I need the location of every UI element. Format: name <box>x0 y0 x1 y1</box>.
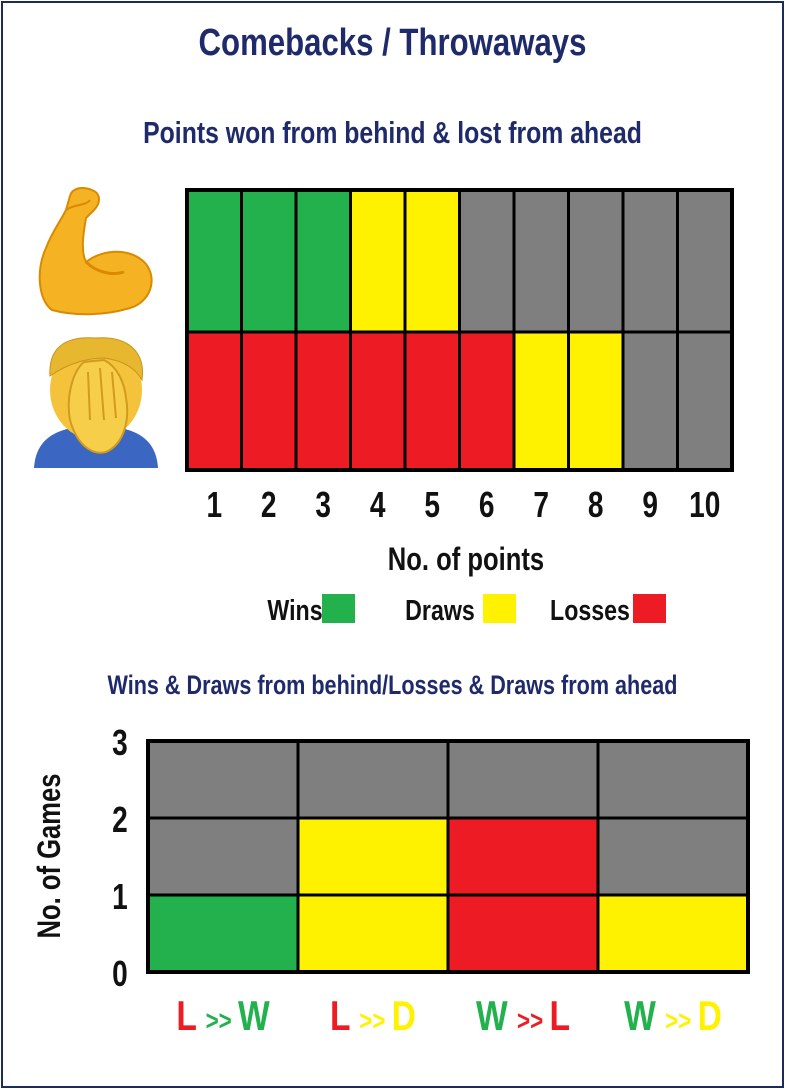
bar-3-cell-3 <box>446 739 600 820</box>
bar-3-cell-2 <box>446 816 600 897</box>
category-to-1: W <box>238 994 270 1040</box>
heatmap-cell-r2-c8 <box>567 330 625 472</box>
legend-label-loss: Losses <box>550 593 630 626</box>
legend-swatch-win <box>322 594 355 623</box>
heatmap-cell-r2-c9 <box>621 330 679 472</box>
category-to-2: D <box>392 994 416 1040</box>
x-tick-label-5: 5 <box>424 485 440 525</box>
x-category-label-1: L >> W <box>176 994 269 1040</box>
x-tick-label-7: 7 <box>533 485 549 525</box>
bar-chart-border <box>146 739 750 974</box>
bar-2-cell-1 <box>296 893 450 974</box>
heatmap-cell-r1-c7 <box>512 188 570 334</box>
x-tick-label-3: 3 <box>315 485 331 525</box>
bar-2-cell-2 <box>296 816 450 897</box>
heatmap-cell-r2-c1 <box>185 330 243 472</box>
category-arrow-3: >> <box>517 1006 549 1037</box>
x-tick-label-2: 2 <box>261 485 277 525</box>
x-category-label-4: W >> D <box>624 994 722 1040</box>
facepalm-icon <box>34 337 158 468</box>
bar-2-cell-3 <box>296 739 450 820</box>
heatmap-cell-r2-c4 <box>349 330 407 472</box>
heatmap-cell-r1-c3 <box>294 188 352 334</box>
heatmap-cell-r1-c4 <box>349 188 407 334</box>
x-tick-label-6: 6 <box>479 485 495 525</box>
x-category-label-3: W >> L <box>476 994 570 1040</box>
heatmap-cell-r1-c6 <box>458 188 516 334</box>
category-arrow-1: >> <box>206 1006 238 1037</box>
y-tick-label-3: 3 <box>112 723 128 763</box>
category-from-4: W <box>624 994 665 1040</box>
x-tick-label-1: 1 <box>206 485 222 525</box>
bar-4-cell-2 <box>596 816 750 897</box>
page-title: Comebacks / Throwaways <box>198 22 587 64</box>
heatmap-cell-r2-c5 <box>403 330 461 472</box>
legend-swatch-draw <box>483 594 516 623</box>
heatmap-cell-r2-c2 <box>240 330 298 472</box>
category-arrow-2: >> <box>359 1006 391 1037</box>
heatmap-x-axis-label: No. of points <box>388 542 544 577</box>
category-to-3: L <box>549 994 570 1040</box>
facepalm-hand <box>67 358 129 454</box>
x-category-label-2: L >> D <box>330 994 416 1040</box>
biceps-fist-line <box>65 199 91 211</box>
heatmap-border <box>185 188 734 472</box>
y-tick-label-1: 1 <box>112 877 128 917</box>
biceps-arm-shape <box>38 187 153 316</box>
heatmap-cell-r2-c10 <box>676 330 734 472</box>
heatmap-cell-r1-c2 <box>240 188 298 334</box>
bar-1-cell-2 <box>146 816 300 897</box>
bar-1-cell-1 <box>146 893 300 974</box>
heatmap-cell-r2-c3 <box>294 330 352 472</box>
bar-chart-title: Wins & Draws from behind/Losses & Draws … <box>107 670 678 700</box>
heatmap-cell-r1-c5 <box>403 188 461 334</box>
legend-label-draw: Draws <box>405 593 475 626</box>
heatmap-cell-r1-c8 <box>567 188 625 334</box>
x-tick-label-10: 10 <box>689 485 720 525</box>
category-from-2: L <box>330 994 359 1040</box>
heatmap-cell-r1-c1 <box>185 188 243 334</box>
category-to-4: D <box>698 994 722 1040</box>
y-tick-label-2: 2 <box>112 800 128 840</box>
facepalm-fingers <box>87 367 117 421</box>
heatmap-title: Points won from behind & lost from ahead <box>143 115 642 150</box>
bar-4-cell-3 <box>596 739 750 820</box>
category-from-1: L <box>176 994 205 1040</box>
legend-label-win: Wins <box>267 593 322 626</box>
bar-3-cell-1 <box>446 893 600 974</box>
y-tick-label-0: 0 <box>112 954 128 994</box>
heatmap-cell-r1-c10 <box>676 188 734 334</box>
x-tick-label-9: 9 <box>642 485 658 525</box>
category-arrow-4: >> <box>665 1006 697 1037</box>
facepalm-hair <box>49 337 143 382</box>
bar-4-cell-1 <box>596 893 750 974</box>
heatmap-cell-r2-c6 <box>458 330 516 472</box>
heatmap-cell-r1-c9 <box>621 188 679 334</box>
bar-y-axis-label: No. of Games <box>32 774 67 939</box>
bar-1-cell-3 <box>146 739 300 820</box>
legend-swatch-loss <box>633 594 666 623</box>
x-tick-label-4: 4 <box>370 485 386 525</box>
category-from-3: W <box>476 994 517 1040</box>
flexed-biceps-icon <box>38 187 153 316</box>
x-tick-label-8: 8 <box>588 485 604 525</box>
heatmap-cell-r2-c7 <box>512 330 570 472</box>
biceps-crease <box>84 260 125 276</box>
